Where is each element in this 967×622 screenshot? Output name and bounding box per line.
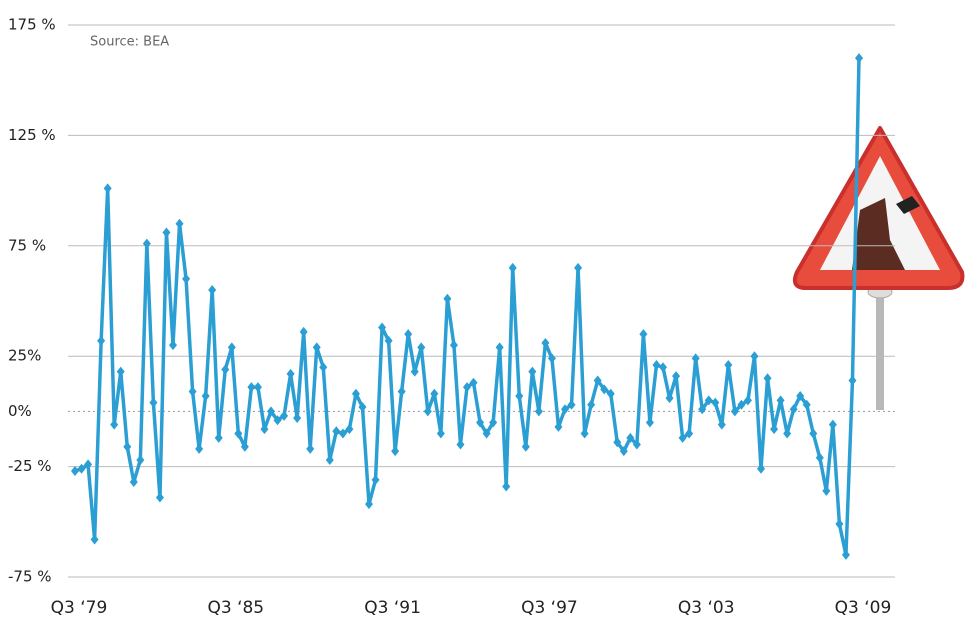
- x-tick-label: Q3 ‘79: [51, 598, 108, 618]
- sign-post: [876, 288, 884, 410]
- y-tick-label: 25%: [8, 347, 41, 365]
- page: -75 % -25 % 0% 25% 75 % 125 % 175 % Q3 ‘79 Q3 ‘8…: [0, 0, 967, 622]
- y-tick-label: 75 %: [8, 236, 46, 254]
- y-tick-label: -75 %: [8, 568, 52, 586]
- x-tick-label: Q3 ‘03: [678, 598, 735, 618]
- chart: -75 % -25 % 0% 25% 75 % 125 % 175 % Q3 ‘79 Q3 ‘8…: [0, 0, 967, 622]
- x-tick-label: Q3 ‘09: [835, 598, 892, 618]
- annotation: Source: BEA: [90, 35, 169, 50]
- x-tick-label: Q3 ‘85: [207, 598, 264, 618]
- y-tick-label: 0%: [8, 402, 32, 420]
- y-tick-label: 125 %: [8, 126, 56, 144]
- y-tick-label: 175 %: [8, 16, 56, 34]
- x-tick-label: Q3 ‘91: [364, 598, 421, 618]
- x-tick-label: Q3 ‘97: [521, 598, 578, 618]
- y-tick-label: -25 %: [8, 457, 52, 475]
